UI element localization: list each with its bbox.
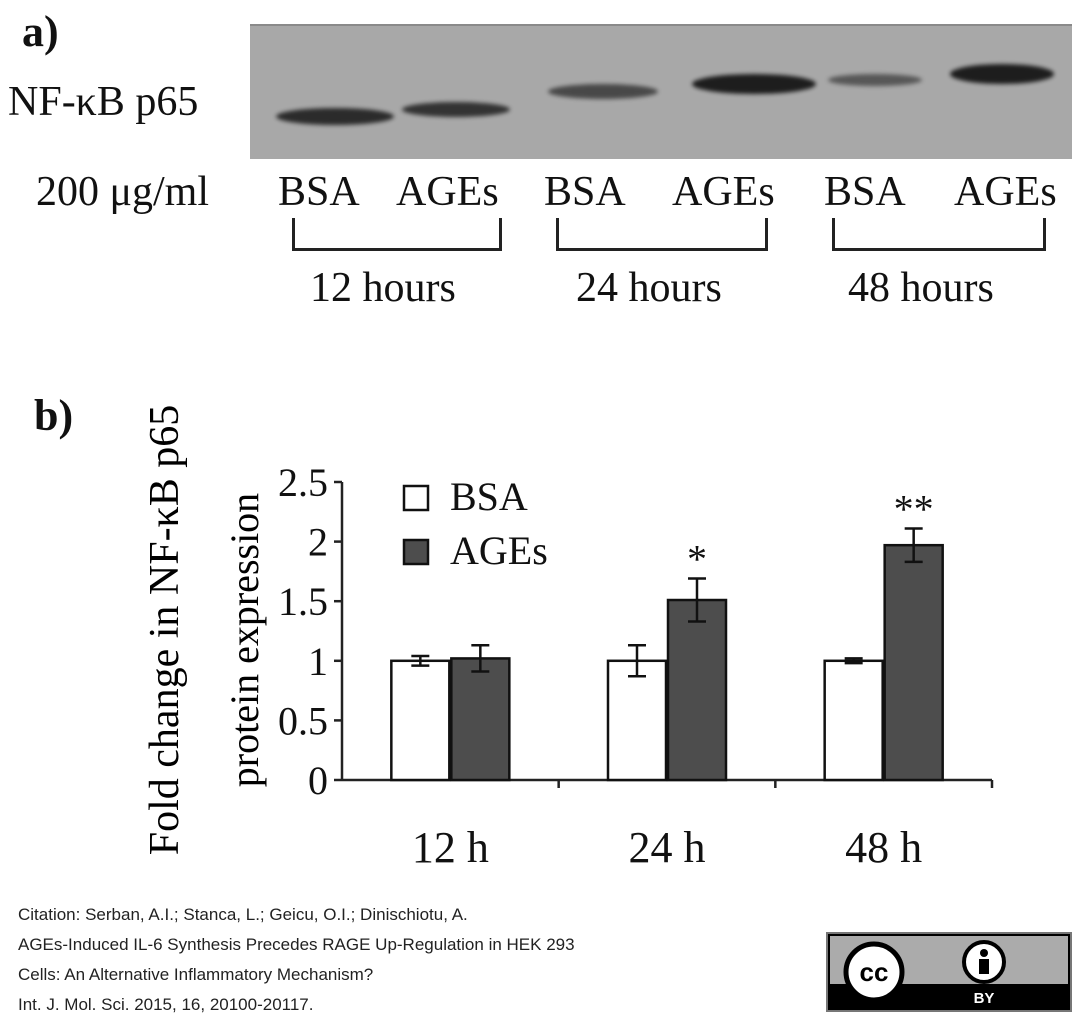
y-tick-label: 2	[308, 520, 328, 565]
x-tick-label: 12 h	[412, 823, 489, 872]
blot-band-1	[276, 108, 394, 125]
citation-line-4: Int. J. Mol. Sci. 2015, 16, 20100-20117.	[18, 995, 314, 1014]
blot-band-2	[402, 102, 510, 117]
person-icon-body	[979, 959, 989, 974]
bracket-24h	[556, 218, 768, 251]
bar-ages-12h	[450, 657, 511, 782]
bar-bsa-48h	[823, 659, 884, 782]
bar-bsa-24h	[606, 659, 668, 782]
cc-by-license-badge: cc BY	[826, 932, 1072, 1012]
y-tick-label: 0	[308, 758, 328, 803]
blot-band-5	[828, 74, 922, 86]
cc-icon	[843, 941, 905, 1003]
cc-icon-text: cc	[860, 957, 889, 987]
lane-label-4: AGEs	[672, 169, 775, 215]
lane-label-2: AGEs	[396, 169, 499, 215]
lane-label-3: BSA	[544, 169, 626, 215]
legend-label-ages: AGEs	[450, 528, 548, 573]
panel-a-label: a)	[22, 7, 59, 56]
significance-marker: *	[687, 537, 707, 582]
significance-marker: **	[894, 486, 934, 531]
timepoint-label-12h: 12 hours	[310, 265, 456, 311]
y-tick-label: 0.5	[278, 698, 328, 743]
bar-ages-48h	[883, 543, 944, 782]
citation-line-1: Citation: Serban, A.I.; Stanca, L.; Geic…	[18, 905, 468, 924]
dose-label: 200 μg/ml	[36, 169, 210, 215]
timepoint-label-24h: 24 hours	[576, 265, 722, 311]
bar-bsa-12h	[390, 659, 451, 782]
bracket-12h	[292, 218, 502, 251]
bar-ages-24h	[666, 598, 728, 782]
citation-line-2: AGEs-Induced IL-6 Synthesis Precedes RAG…	[18, 935, 575, 954]
legend-label-bsa: BSA	[450, 474, 528, 519]
blot-band-6	[950, 64, 1054, 84]
legend-swatch-bsa	[402, 484, 430, 512]
y-tick-label: 1	[308, 639, 328, 684]
x-tick-label: 48 h	[845, 823, 922, 872]
lane-label-5: BSA	[824, 169, 906, 215]
timepoint-label-48h: 48 hours	[848, 265, 994, 311]
y-axis-label-line1: Fold change in NF-κB p65	[142, 405, 188, 855]
blot-band-4	[692, 74, 816, 94]
lane-label-6: AGEs	[954, 169, 1057, 215]
y-axis-label-line2: protein expression	[222, 493, 267, 787]
lane-label-1: BSA	[278, 169, 360, 215]
legend-swatch-ages	[402, 538, 430, 566]
protein-label: NF-κB p65	[8, 79, 199, 125]
y-tick-label: 2.5	[278, 460, 328, 505]
bracket-48h	[832, 218, 1046, 251]
panel-b-label: b)	[34, 391, 74, 440]
blot-band-3	[548, 84, 658, 99]
person-icon-head	[980, 949, 988, 957]
western-blot-image	[250, 24, 1072, 159]
y-tick-label: 1.5	[278, 579, 328, 624]
x-tick-label: 24 h	[629, 823, 706, 872]
by-text: BY	[974, 990, 995, 1007]
citation-line-3: Cells: An Alternative Inflammatory Mecha…	[18, 965, 374, 984]
